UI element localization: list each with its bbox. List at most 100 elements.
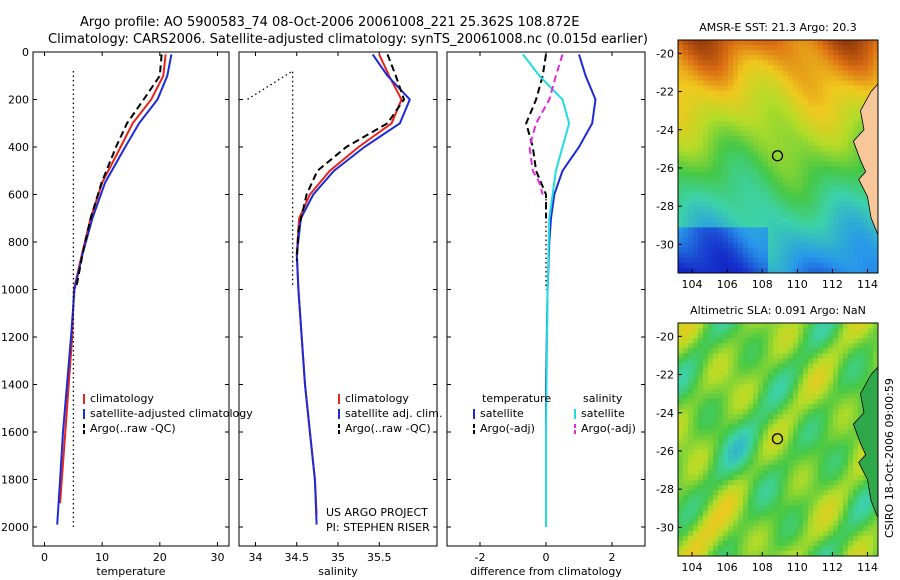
map-cell [748, 95, 754, 102]
map-cell [778, 414, 784, 420]
map-cell [703, 100, 709, 107]
map-cell [708, 378, 714, 385]
map-cell [718, 171, 724, 178]
map-cell [768, 444, 774, 451]
map-cell [683, 348, 689, 354]
map-cell [753, 363, 759, 369]
map-cell [733, 383, 739, 390]
map-cell [773, 520, 779, 527]
map-cell [788, 207, 794, 213]
map-cell [723, 414, 729, 420]
map-cell [838, 469, 844, 476]
map-cell [678, 490, 684, 496]
map-cell [778, 110, 784, 117]
map-cell [828, 70, 834, 76]
map-cell [748, 409, 754, 415]
map-cell [708, 126, 714, 132]
map-cell [703, 217, 709, 223]
map-cell [703, 237, 709, 244]
map-cell [778, 480, 784, 486]
map-cell [808, 222, 814, 228]
map-cell [688, 121, 694, 127]
map-cell [848, 171, 854, 178]
map-cell [788, 378, 794, 385]
x-tick-label: 114 [857, 278, 878, 291]
map-cell [858, 232, 864, 238]
map-cell [793, 323, 799, 329]
map-cell [748, 338, 754, 344]
map-cell [713, 227, 719, 233]
map-cell [803, 110, 809, 117]
map-cell [733, 247, 739, 254]
map-cell [803, 434, 809, 440]
map-cell [813, 90, 819, 97]
map-cell [718, 414, 724, 420]
map-cell [728, 110, 734, 117]
map-cell [773, 540, 779, 547]
map-cell [848, 363, 854, 369]
map-cell [733, 439, 739, 445]
map-cell [818, 429, 824, 435]
map-cell [678, 454, 684, 461]
map-cell [708, 469, 714, 476]
map-cell [833, 429, 839, 435]
map-cell [758, 202, 764, 208]
map-cell [773, 525, 779, 532]
map-cell [868, 515, 874, 521]
map-cell [803, 70, 809, 76]
map-cell [873, 525, 878, 532]
map-cell [713, 348, 719, 354]
map-cell [713, 131, 719, 137]
map-cell [828, 454, 834, 461]
map-cell [768, 181, 774, 188]
map-cell [788, 222, 794, 228]
map-cell [753, 197, 759, 203]
map-cell [718, 490, 724, 496]
map-cell [768, 474, 774, 481]
map-cell [698, 75, 704, 81]
map-cell [813, 429, 819, 435]
map-cell [818, 358, 824, 364]
map-cell [758, 151, 764, 157]
map-cell [688, 65, 694, 71]
map-cell [848, 464, 854, 471]
map-cell [698, 409, 704, 415]
map-cell [838, 161, 844, 168]
map-cell [753, 166, 759, 173]
map-cell [818, 252, 824, 259]
map-cell [713, 60, 719, 66]
map-cell [778, 75, 784, 81]
map-cell [838, 141, 844, 147]
map-cell [748, 404, 754, 410]
map-cell [818, 495, 824, 501]
map-cell [828, 474, 834, 481]
map-cell [823, 105, 829, 112]
map-cell [858, 388, 864, 395]
map-cell [758, 500, 764, 506]
map-cell [818, 404, 824, 410]
map-cell [793, 232, 799, 238]
map-cell [688, 181, 694, 188]
map-cell [688, 429, 694, 435]
map-cell [863, 222, 869, 228]
map-cell [738, 439, 744, 445]
map-cell [823, 80, 829, 86]
map-cell [738, 520, 744, 527]
map-cell [703, 444, 709, 451]
map-cell [788, 55, 794, 61]
map-cell [843, 186, 849, 193]
map-cell [708, 490, 714, 496]
map-cell [713, 373, 719, 380]
map-cell [763, 262, 769, 269]
map-cell [823, 60, 829, 66]
map-cell [743, 404, 749, 410]
map-cell [693, 166, 699, 173]
map-cell [678, 409, 684, 415]
map-cell [723, 90, 729, 97]
map-cell [813, 197, 819, 203]
map-cell [688, 525, 694, 532]
map-cell [853, 434, 859, 440]
map-cell [748, 136, 754, 142]
map-cell [738, 338, 744, 344]
map-cell [823, 520, 829, 527]
